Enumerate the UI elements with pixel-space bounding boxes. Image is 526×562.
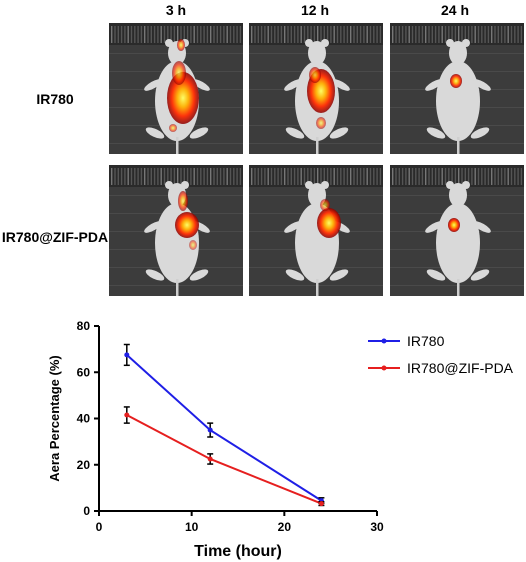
y-tick-label: 40 bbox=[77, 412, 91, 426]
line-chart: 0 20 40 60 80 0 10 20 30 Time (hour) Aera Percenta… bbox=[47, 319, 514, 560]
y-axis-title: Aera Percentage (%) bbox=[47, 355, 62, 481]
y-tick-label: 60 bbox=[77, 365, 91, 379]
row-label-ir780: IR780 bbox=[36, 91, 74, 107]
panel-ir780-24h bbox=[390, 23, 524, 154]
x-axis-title: Time (hour) bbox=[194, 543, 282, 560]
x-tick-label: 0 bbox=[96, 520, 103, 534]
panel-ir780-3h bbox=[109, 23, 243, 154]
data-point bbox=[318, 501, 324, 507]
data-point bbox=[124, 412, 130, 418]
y-tick-label: 20 bbox=[77, 458, 91, 472]
series-line-1 bbox=[126, 414, 322, 505]
panel-ir780-12h bbox=[249, 23, 383, 154]
legend-label-1: IR780@ZIF-PDA bbox=[407, 360, 514, 376]
series-line-0 bbox=[126, 354, 322, 502]
data-point bbox=[207, 456, 213, 462]
legend-marker-1 bbox=[381, 365, 387, 371]
column-label-3h: 3 h bbox=[165, 2, 187, 18]
y-tick-label: 80 bbox=[77, 319, 91, 333]
legend-marker-0 bbox=[381, 338, 387, 344]
x-tick-label: 30 bbox=[370, 520, 384, 534]
x-tick-label: 10 bbox=[185, 520, 199, 534]
y-tick-label: 0 bbox=[83, 504, 90, 518]
data-point bbox=[207, 427, 213, 433]
row-label-ir780-zif-pda: IR780@ZIF-PDA bbox=[1, 229, 109, 245]
panel-ir780-zif-pda-12h bbox=[249, 165, 383, 296]
panel-ir780-zif-pda-24h bbox=[390, 165, 524, 296]
x-tick-label: 20 bbox=[278, 520, 292, 534]
column-label-24h: 24 h bbox=[440, 2, 469, 18]
column-label-12h: 12 h bbox=[300, 2, 329, 18]
data-point bbox=[124, 352, 130, 358]
legend-label-0: IR780 bbox=[407, 333, 445, 349]
panel-ir780-zif-pda-3h bbox=[109, 165, 243, 296]
